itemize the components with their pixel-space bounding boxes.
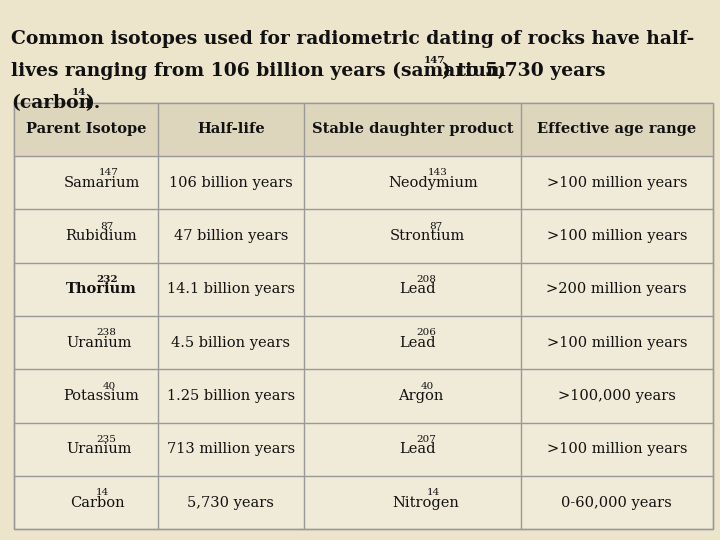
Text: Samarium: Samarium xyxy=(64,176,140,190)
Text: 14: 14 xyxy=(96,488,109,497)
Text: 14.1 billion years: 14.1 billion years xyxy=(167,282,295,296)
Bar xyxy=(14,103,713,529)
Text: 207: 207 xyxy=(417,435,436,444)
Text: 235: 235 xyxy=(96,435,117,444)
Text: 232: 232 xyxy=(96,275,118,284)
Bar xyxy=(14,103,713,156)
Text: >200 million years: >200 million years xyxy=(546,282,687,296)
Text: 106 billion years: 106 billion years xyxy=(169,176,293,190)
Text: >100 million years: >100 million years xyxy=(546,229,687,243)
Text: >100 million years: >100 million years xyxy=(546,176,687,190)
Text: ).: ). xyxy=(85,94,100,112)
Text: 14: 14 xyxy=(427,488,440,497)
Text: Lead: Lead xyxy=(399,442,436,456)
Text: (carbon: (carbon xyxy=(11,94,92,112)
Text: Effective age range: Effective age range xyxy=(537,122,696,136)
Text: Potassium: Potassium xyxy=(63,389,139,403)
Text: >100 million years: >100 million years xyxy=(546,335,687,349)
Text: 147: 147 xyxy=(99,168,119,177)
Text: 713 million years: 713 million years xyxy=(167,442,295,456)
Text: 40: 40 xyxy=(420,382,433,390)
Text: 87: 87 xyxy=(100,222,114,231)
Text: 5,730 years: 5,730 years xyxy=(187,496,274,510)
Text: Uranium: Uranium xyxy=(66,442,132,456)
Text: 238: 238 xyxy=(96,328,117,338)
Text: Parent Isotope: Parent Isotope xyxy=(26,122,146,136)
Text: Thorium: Thorium xyxy=(66,282,137,296)
Text: Half-life: Half-life xyxy=(197,122,265,136)
Text: 0-60,000 years: 0-60,000 years xyxy=(562,496,672,510)
Text: >100,000 years: >100,000 years xyxy=(558,389,675,403)
Text: Carbon: Carbon xyxy=(70,496,125,510)
Text: Strontium: Strontium xyxy=(390,229,465,243)
Text: Uranium: Uranium xyxy=(66,335,132,349)
Text: 47 billion years: 47 billion years xyxy=(174,229,288,243)
Text: >100 million years: >100 million years xyxy=(546,442,687,456)
Text: lives ranging from 106 billion years (samarium: lives ranging from 106 billion years (sa… xyxy=(11,62,505,80)
Text: Lead: Lead xyxy=(399,335,436,349)
Text: Rubidium: Rubidium xyxy=(66,229,137,243)
Text: 208: 208 xyxy=(417,275,436,284)
Text: ) to 5,730 years: ) to 5,730 years xyxy=(442,62,606,80)
Text: 4.5 billion years: 4.5 billion years xyxy=(171,335,290,349)
Text: Argon: Argon xyxy=(398,389,444,403)
Text: Lead: Lead xyxy=(399,282,436,296)
Text: 206: 206 xyxy=(417,328,436,338)
Text: 147: 147 xyxy=(424,56,446,65)
Text: Neodymium: Neodymium xyxy=(388,176,478,190)
Text: 143: 143 xyxy=(428,168,447,177)
Text: 14: 14 xyxy=(72,88,86,97)
Text: Nitrogen: Nitrogen xyxy=(392,496,459,510)
Text: Common isotopes used for radiometric dating of rocks have half-: Common isotopes used for radiometric dat… xyxy=(11,30,694,48)
Text: Stable daughter product: Stable daughter product xyxy=(312,122,513,136)
Text: 40: 40 xyxy=(102,382,116,390)
Text: 87: 87 xyxy=(429,222,442,231)
Text: 1.25 billion years: 1.25 billion years xyxy=(167,389,295,403)
